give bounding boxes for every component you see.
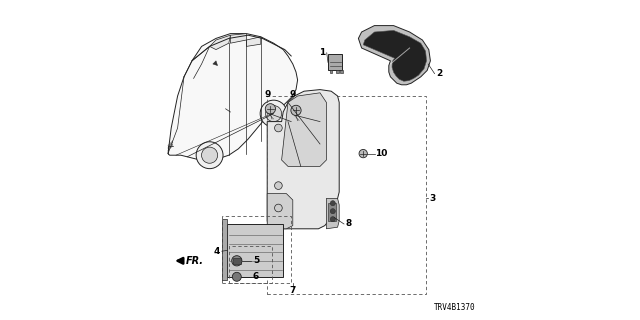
Circle shape — [265, 104, 275, 114]
Polygon shape — [364, 30, 427, 81]
Text: 2: 2 — [436, 69, 442, 78]
Circle shape — [330, 201, 335, 206]
Bar — [227, 224, 283, 277]
Text: 1: 1 — [319, 48, 326, 57]
Circle shape — [275, 182, 282, 189]
Polygon shape — [358, 26, 430, 85]
Text: FR.: FR. — [186, 256, 204, 266]
Bar — [229, 246, 272, 283]
Text: 8: 8 — [346, 220, 352, 228]
Text: 9: 9 — [264, 90, 270, 99]
Text: 9: 9 — [290, 90, 296, 99]
Polygon shape — [230, 34, 246, 43]
Circle shape — [266, 106, 282, 122]
Bar — [328, 54, 342, 70]
Polygon shape — [268, 90, 339, 229]
Polygon shape — [212, 61, 218, 66]
Text: 3: 3 — [429, 194, 435, 203]
Circle shape — [330, 217, 335, 222]
Polygon shape — [246, 37, 261, 46]
Bar — [328, 203, 336, 221]
Circle shape — [196, 142, 223, 169]
Bar — [223, 219, 227, 280]
Circle shape — [202, 147, 218, 163]
Polygon shape — [268, 194, 292, 229]
Text: 4: 4 — [214, 247, 220, 256]
Text: TRV4B1370: TRV4B1370 — [433, 303, 475, 312]
Bar — [223, 216, 291, 283]
Circle shape — [275, 204, 282, 212]
Circle shape — [232, 256, 242, 266]
Circle shape — [359, 149, 367, 158]
Circle shape — [291, 105, 301, 116]
Bar — [268, 96, 426, 294]
Text: 10: 10 — [375, 149, 388, 158]
Bar — [340, 70, 343, 73]
Bar — [336, 70, 339, 73]
Bar — [233, 258, 241, 264]
Polygon shape — [326, 198, 339, 229]
Circle shape — [330, 209, 335, 214]
Polygon shape — [210, 35, 230, 50]
Circle shape — [275, 124, 282, 132]
Circle shape — [260, 100, 287, 127]
Text: 6: 6 — [253, 272, 259, 281]
Text: 5: 5 — [253, 256, 259, 265]
Circle shape — [232, 272, 241, 281]
Polygon shape — [168, 34, 298, 160]
Bar — [330, 70, 332, 73]
Polygon shape — [282, 93, 326, 166]
Text: 7: 7 — [290, 286, 296, 295]
